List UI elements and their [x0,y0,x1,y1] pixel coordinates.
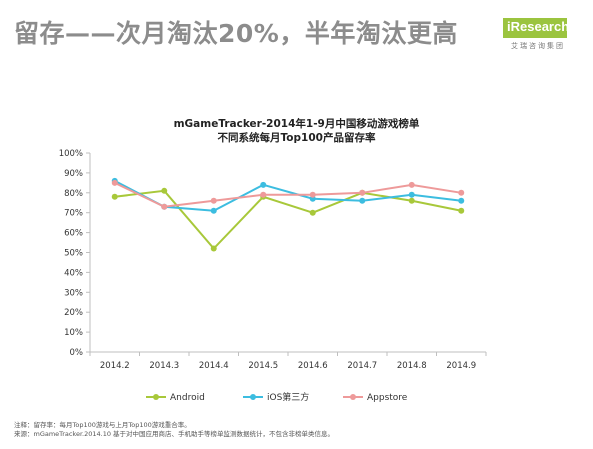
y-tick-label: 90% [64,169,83,179]
y-tick-label: 80% [64,189,83,199]
chart-subtitle: 不同系统每月Top100产品留存率 [217,132,376,144]
y-tick-label: 40% [64,268,83,278]
data-point [309,209,316,216]
x-tick-label: 2014.6 [298,361,328,371]
x-tick-label: 2014.7 [347,361,377,371]
chart-title: mGameTracker-2014年1-9月中国移动游戏榜单 [173,118,420,130]
y-tick-label: 60% [64,229,83,239]
y-tick-label: 20% [64,308,83,318]
footnote-source: 来源：mGameTracker.2014.10 基于对中国应用商店、手机助手等榜… [14,430,335,438]
x-tick-label: 2014.5 [248,361,278,371]
x-tick-label: 2014.4 [199,361,229,371]
data-point [309,191,316,198]
footnote-definition: 注释：留存率：每月Top100游戏与上月Top100游戏重合率。 [14,421,191,429]
legend-marker [350,394,356,400]
data-point [260,181,267,188]
data-point [260,191,267,198]
series-line [114,181,462,208]
data-point [408,197,415,204]
y-tick-label: 70% [64,209,83,219]
data-point [111,193,118,200]
data-point [210,245,217,252]
data-point [359,197,366,204]
data-point [111,179,118,186]
series-line [114,189,462,251]
y-tick-label: 0% [70,348,84,358]
y-tick-label: 100% [59,149,83,159]
x-tick-label: 2014.9 [446,361,476,371]
data-point [458,197,465,204]
iresearch-logo: iResearch 艾瑞咨询集团 [503,18,583,52]
legend-label: iOS第三方 [267,391,309,403]
page-headline: 留存——次月淘汰20%，半年淘汰更高 [14,19,458,48]
footnotes: 注释：留存率：每月Top100游戏与上月Top100游戏重合率。 来源：mGam… [14,421,334,439]
data-point [210,197,217,204]
data-point [408,191,415,198]
data-point [161,203,168,210]
data-point [458,207,465,214]
data-point [359,189,366,196]
legend-label: Android [170,393,205,403]
y-tick-label: 10% [64,328,83,338]
legend-marker [153,394,159,400]
x-tick-label: 2014.8 [397,361,427,371]
legend-label: Appstore [367,393,408,403]
series-line [114,179,462,212]
y-tick-label: 50% [64,249,83,259]
data-point [408,181,415,188]
x-tick-label: 2014.3 [149,361,179,371]
data-point [458,189,465,196]
logo-badge: iResearch [503,18,570,38]
legend-marker [250,394,256,400]
logo-main-text: iResearch [507,19,570,34]
x-tick-label: 2014.2 [100,361,130,371]
y-tick-label: 30% [64,288,83,298]
logo-sub-text: 艾瑞咨询集团 [511,42,565,50]
data-point [161,187,168,194]
data-point [210,207,217,214]
